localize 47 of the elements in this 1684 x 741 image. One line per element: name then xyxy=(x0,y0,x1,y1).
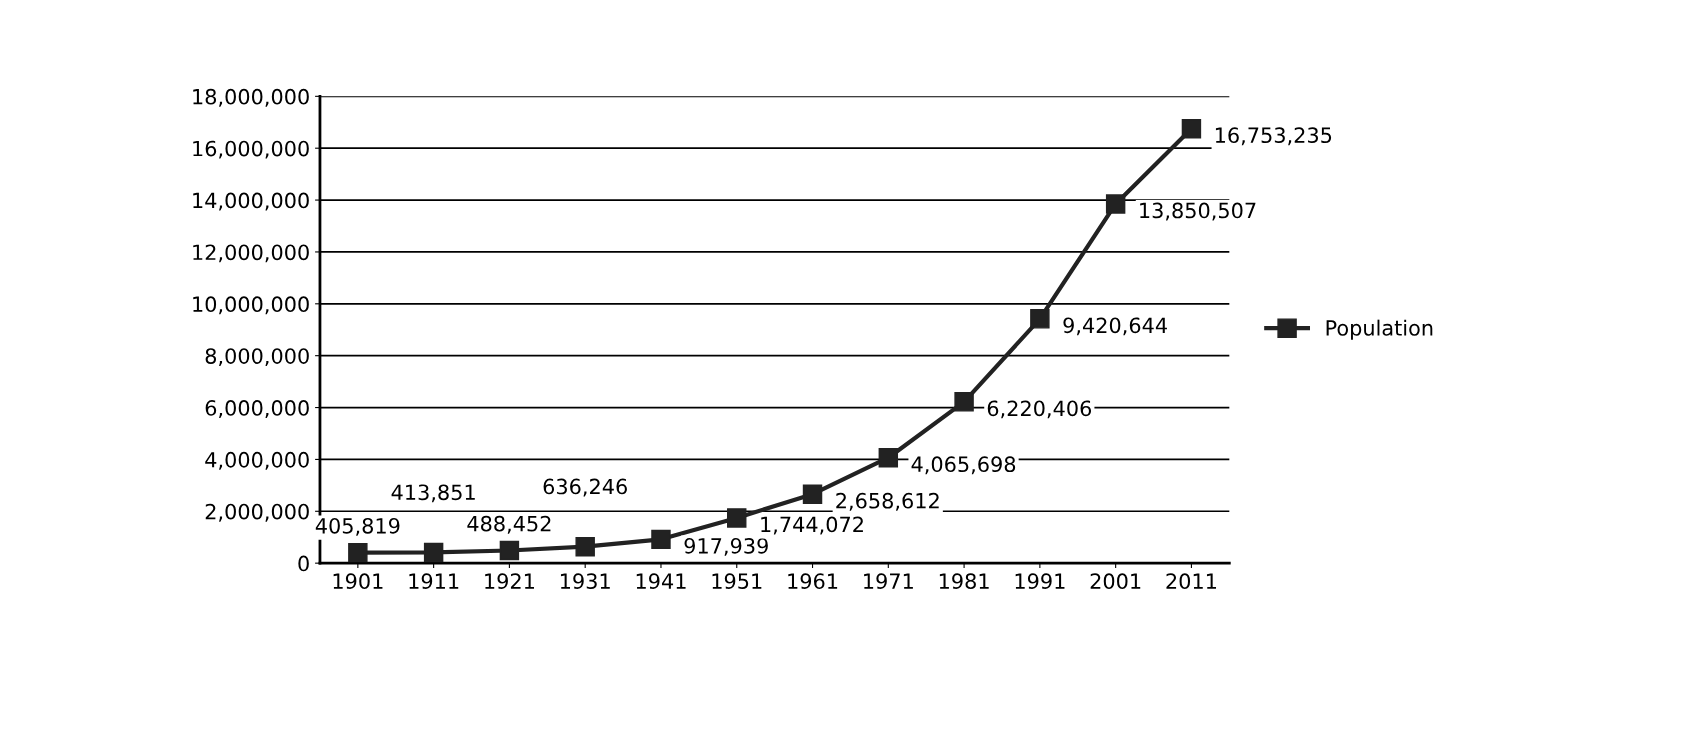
point xyxy=(651,529,671,550)
x-tick-label: 1961 xyxy=(788,573,838,590)
data-label: 917,939 xyxy=(684,537,768,556)
point xyxy=(1030,309,1050,329)
x-tick-label: 2001 xyxy=(1090,573,1141,590)
point xyxy=(575,536,595,557)
y-tick-label: 4,000,000 xyxy=(205,451,309,470)
y-tick-label: 10,000,000 xyxy=(193,296,309,315)
y-tick-label: 2,000,000 xyxy=(205,503,309,522)
point xyxy=(1105,194,1126,214)
data-label: 405,819 xyxy=(315,517,400,536)
legend-label: Population xyxy=(1326,319,1433,340)
point xyxy=(499,540,520,561)
data-label: 4,065,698 xyxy=(911,456,1016,475)
point xyxy=(1181,118,1202,139)
data-label: 413,851 xyxy=(391,484,475,503)
x-tick-label: 1931 xyxy=(560,573,610,590)
data-label: 9,420,644 xyxy=(1063,317,1167,336)
point xyxy=(802,484,823,504)
x-tick-label: 1921 xyxy=(485,573,534,590)
x-tick-label: 1971 xyxy=(864,573,913,590)
point xyxy=(954,392,974,412)
x-tick-label: 1991 xyxy=(1015,573,1065,590)
point xyxy=(348,542,368,563)
y-tick-label: 8,000,000 xyxy=(205,348,309,367)
x-tick-label: 1941 xyxy=(636,573,686,590)
data-label: 1,744,072 xyxy=(761,516,863,535)
data-label: 2,658,612 xyxy=(836,492,939,511)
data-label: 6,220,406 xyxy=(987,400,1092,419)
point xyxy=(878,447,899,468)
y-tick-label: 6,000,000 xyxy=(205,400,309,418)
x-tick-label: 1901 xyxy=(333,573,383,590)
y-tick-label: 16,000,000 xyxy=(193,140,309,159)
point xyxy=(727,508,747,528)
data-label: 16,753,235 xyxy=(1215,127,1332,146)
x-tick-label: 1911 xyxy=(409,573,459,590)
data-label: 636,246 xyxy=(543,478,627,497)
y-tick-label: 14,000,000 xyxy=(193,192,309,211)
y-tick-label: 0 xyxy=(298,555,309,572)
y-tick-label: 12,000,000 xyxy=(193,244,309,263)
data-label: 488,452 xyxy=(467,515,551,534)
x-tick-label: 1951 xyxy=(712,573,762,590)
data-label: 13,850,507 xyxy=(1140,202,1256,221)
x-tick-label: 1981 xyxy=(939,573,989,590)
x-tick-label: 2011 xyxy=(1166,573,1217,590)
y-tick-label: 18,000,000 xyxy=(193,88,309,107)
point xyxy=(423,542,444,563)
